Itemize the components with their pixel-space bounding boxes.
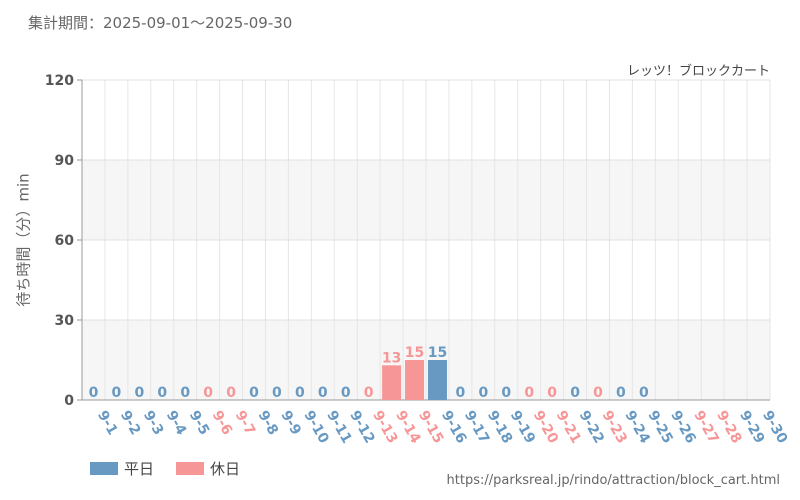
data-label: 0 xyxy=(112,385,122,401)
x-tick-label: 9-8 xyxy=(255,408,282,438)
data-label: 0 xyxy=(341,385,351,401)
x-tick-label: 9-9 xyxy=(277,408,304,438)
period-label: 集計期間：2025-09-01～2025-09-30 xyxy=(28,14,293,32)
data-label: 15 xyxy=(428,345,447,361)
bar xyxy=(405,360,425,400)
source-url: https://parksreal.jp/rindo/attraction/bl… xyxy=(446,473,780,488)
data-label: 0 xyxy=(501,385,511,401)
x-tick-label: 9-30 xyxy=(759,408,791,447)
data-label: 0 xyxy=(616,385,626,401)
data-label: 0 xyxy=(456,385,466,401)
data-label: 0 xyxy=(639,385,649,401)
legend-label-weekday: 平日 xyxy=(124,460,155,478)
data-label: 0 xyxy=(180,385,190,401)
legend-swatch-holiday xyxy=(176,462,205,475)
legend-item-weekday[interactable]: 平日 xyxy=(90,458,154,479)
legend: 平日 休日 xyxy=(90,458,240,479)
data-label: 0 xyxy=(318,385,328,401)
y-tick-label: 120 xyxy=(45,73,74,89)
data-label: 0 xyxy=(134,385,144,401)
data-label: 0 xyxy=(249,385,259,401)
data-label: 0 xyxy=(272,385,282,401)
x-tick-label: 9-2 xyxy=(117,408,144,438)
data-label: 0 xyxy=(593,385,603,401)
x-tick-label: 9-6 xyxy=(209,408,236,438)
bar xyxy=(382,365,402,400)
data-label: 0 xyxy=(157,385,167,401)
x-tick-label: 9-5 xyxy=(186,408,213,438)
x-tick-label: 9-4 xyxy=(163,408,190,438)
legend-item-holiday[interactable]: 休日 xyxy=(176,458,240,479)
x-tick-label: 9-3 xyxy=(140,408,167,438)
data-label: 0 xyxy=(295,385,305,401)
data-label: 13 xyxy=(382,350,401,366)
data-label: 0 xyxy=(570,385,580,401)
data-label: 15 xyxy=(405,345,424,361)
data-label: 0 xyxy=(226,385,236,401)
x-tick-label: 9-7 xyxy=(232,408,259,438)
x-tick-label: 9-1 xyxy=(94,408,121,438)
data-label: 0 xyxy=(364,385,374,401)
y-tick-label: 90 xyxy=(55,153,75,169)
attraction-name: レッツ！ブロックカート xyxy=(626,64,770,79)
data-label: 0 xyxy=(478,385,488,401)
bar xyxy=(427,360,447,400)
data-label: 0 xyxy=(547,385,557,401)
y-tick-label: 30 xyxy=(55,313,75,329)
data-label: 0 xyxy=(524,385,534,401)
y-tick-label: 0 xyxy=(64,393,74,409)
y-tick-label: 60 xyxy=(55,233,75,249)
data-label: 0 xyxy=(89,385,99,401)
legend-label-holiday: 休日 xyxy=(210,460,241,478)
legend-swatch-weekday xyxy=(90,462,118,475)
data-label: 0 xyxy=(203,385,213,401)
